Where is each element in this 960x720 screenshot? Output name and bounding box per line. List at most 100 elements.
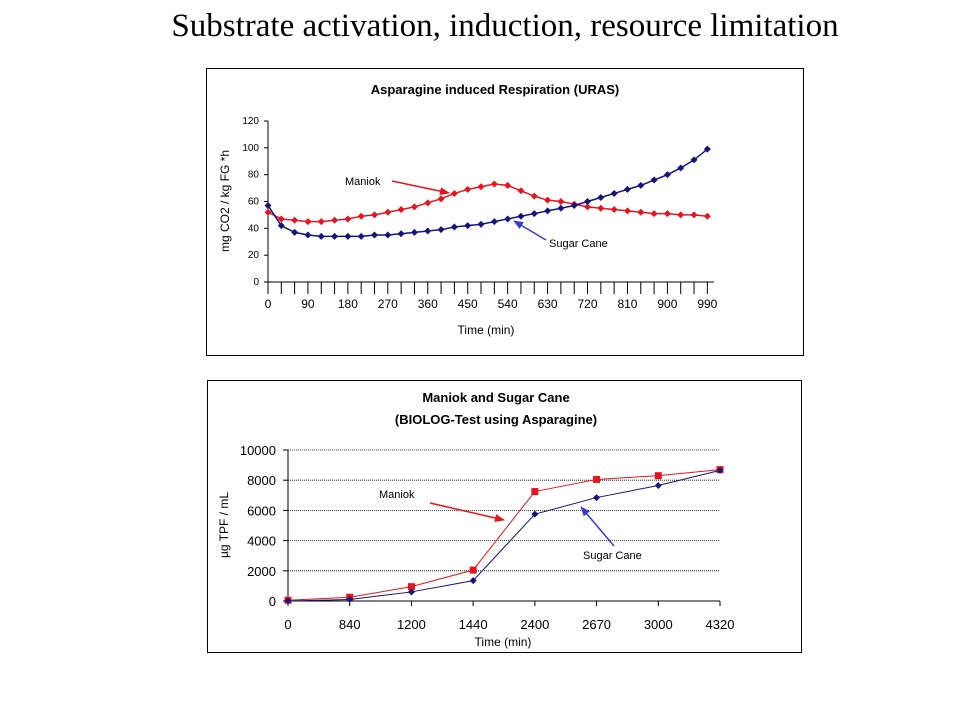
- chart1-point-sugar-cane: [637, 181, 645, 189]
- chart1-annotation-maniok: Maniok: [345, 176, 381, 188]
- chart1-point-sugar-cane: [517, 212, 525, 220]
- chart1-point-maniok: [277, 215, 285, 223]
- chart1-x-tick-label: 630: [538, 297, 558, 311]
- chart2-point-sugar-cane: [284, 597, 292, 605]
- chart1-point-maniok: [344, 215, 352, 223]
- chart2-point-maniok: [469, 566, 477, 574]
- chart2-y-tick-label: 4000: [247, 534, 276, 549]
- chart2-x-tick-label: 2670: [582, 617, 611, 632]
- chart1-point-maniok: [544, 196, 552, 204]
- chart1-y-tick-label: 60: [248, 197, 260, 208]
- chart2-point-sugar-cane: [346, 595, 354, 603]
- chart1-point-maniok: [384, 208, 392, 216]
- chart1-point-maniok: [397, 206, 405, 214]
- chart2-point-sugar-cane: [531, 510, 539, 518]
- chart1-x-tick-label: 90: [301, 297, 315, 311]
- chart1-series-line-sugar-cane: [267, 148, 708, 238]
- chart1-x-tick-label: 810: [617, 297, 637, 311]
- chart1-point-sugar-cane: [371, 231, 379, 239]
- chart2-point-sugar-cane: [593, 494, 601, 502]
- chart2-series-line-sugar-cane: [287, 469, 721, 602]
- chart1-point-sugar-cane: [477, 220, 485, 228]
- chart1-point-sugar-cane: [610, 189, 618, 197]
- chart1-point-sugar-cane: [690, 156, 698, 164]
- chart2-x-tick-label: 4320: [706, 617, 735, 632]
- chart2-point-sugar-cane: [654, 481, 662, 489]
- chart2-point-maniok: [407, 583, 415, 591]
- chart1-point-maniok: [597, 204, 605, 212]
- chart1-point-maniok: [530, 192, 538, 200]
- chart1-point-sugar-cane: [584, 198, 592, 205]
- chart1-point-sugar-cane: [544, 207, 552, 215]
- chart1-point-sugar-cane: [663, 171, 671, 179]
- chart1-point-maniok: [663, 210, 671, 218]
- chart1-y-tick-label: 0: [253, 277, 259, 288]
- chart1-point-maniok: [304, 218, 312, 226]
- chart2-point-sugar-cane: [469, 577, 477, 585]
- chart2-point-maniok: [654, 472, 662, 480]
- chart1-x-tick-label: 360: [418, 297, 438, 311]
- chart1-point-maniok: [584, 203, 592, 211]
- chart1-point-maniok: [371, 211, 379, 219]
- chart1-point-sugar-cane: [357, 232, 365, 240]
- chart1-point-maniok: [357, 212, 365, 220]
- chart2-point-sugar-cane: [716, 466, 724, 474]
- chart1-point-maniok: [424, 199, 432, 207]
- chart1-point-maniok: [504, 181, 512, 189]
- chart1-point-sugar-cane: [304, 231, 312, 239]
- chart1-point-sugar-cane: [490, 218, 498, 226]
- chart1-point-sugar-cane: [424, 227, 432, 235]
- chart1-point-maniok: [490, 180, 498, 188]
- chart1-point-sugar-cane: [623, 185, 631, 193]
- chart1-x-tick-label: 540: [498, 297, 518, 311]
- chart1-point-sugar-cane: [277, 222, 285, 230]
- chart1-point-maniok: [557, 198, 565, 205]
- chart1-y-tick-label: 100: [242, 143, 259, 154]
- chart1-x-tick-label: 0: [265, 297, 272, 311]
- chart1-x-tick-label: 180: [338, 297, 358, 311]
- chart2-annotation-maniok: Maniok: [379, 489, 415, 501]
- chart2-y-tick-label: 0: [269, 594, 276, 609]
- chart1-point-sugar-cane: [397, 230, 405, 238]
- chart1-point-sugar-cane: [464, 222, 472, 230]
- chart1-point-sugar-cane: [597, 193, 605, 201]
- chart1-point-sugar-cane: [291, 228, 299, 236]
- chart1-point-maniok: [410, 203, 418, 211]
- chart1-y-tick-label: 40: [248, 223, 260, 234]
- chart1-point-maniok: [464, 185, 472, 193]
- chart2-y-axis-label: µg TPF / mL: [217, 492, 231, 558]
- chart1-point-sugar-cane: [557, 204, 565, 212]
- chart2-annotation-arrow-maniok: [429, 502, 505, 522]
- chart1-point-maniok: [517, 187, 525, 195]
- chart2-annotation-arrow-sugar-cane: [580, 506, 615, 547]
- chart2-subtitle: (BIOLOG-Test using Asparagine): [395, 412, 597, 427]
- chart1-point-maniok: [623, 207, 631, 215]
- chart1-point-sugar-cane: [650, 176, 658, 184]
- chart2-y-tick-label: 2000: [247, 564, 276, 579]
- chart1-point-maniok: [637, 208, 645, 216]
- chart1-point-sugar-cane: [264, 202, 272, 210]
- chart1-point-sugar-cane: [344, 232, 352, 240]
- chart2-point-sugar-cane: [407, 588, 415, 596]
- chart1-x-axis-label: Time (min): [458, 323, 515, 337]
- slide-title: Substrate activation, induction, resourc…: [171, 8, 839, 44]
- chart2-point-maniok: [531, 488, 539, 496]
- chart2-title: Maniok and Sugar Cane: [422, 390, 569, 405]
- chart1-point-sugar-cane: [677, 164, 685, 172]
- chart1-annotation-sugar-cane: Sugar Cane: [549, 238, 608, 250]
- chart2-point-maniok: [593, 475, 601, 483]
- chart1-point-sugar-cane: [437, 226, 445, 234]
- chart1-point-maniok: [690, 211, 698, 219]
- chart1-point-sugar-cane: [331, 232, 339, 240]
- chart1-series-line-maniok: [267, 183, 708, 223]
- chart2-x-tick-label: 3000: [644, 617, 673, 632]
- chart1-x-tick-label: 270: [378, 297, 398, 311]
- chart1-x-tick-label: 990: [697, 297, 717, 311]
- chart1-point-maniok: [317, 218, 325, 226]
- chart1-point-sugar-cane: [530, 210, 538, 218]
- chart1-y-tick-label: 20: [248, 250, 260, 261]
- chart1-point-maniok: [650, 210, 658, 218]
- chart1-y-axis-label: mg CO2 / kg FG *h: [218, 150, 232, 252]
